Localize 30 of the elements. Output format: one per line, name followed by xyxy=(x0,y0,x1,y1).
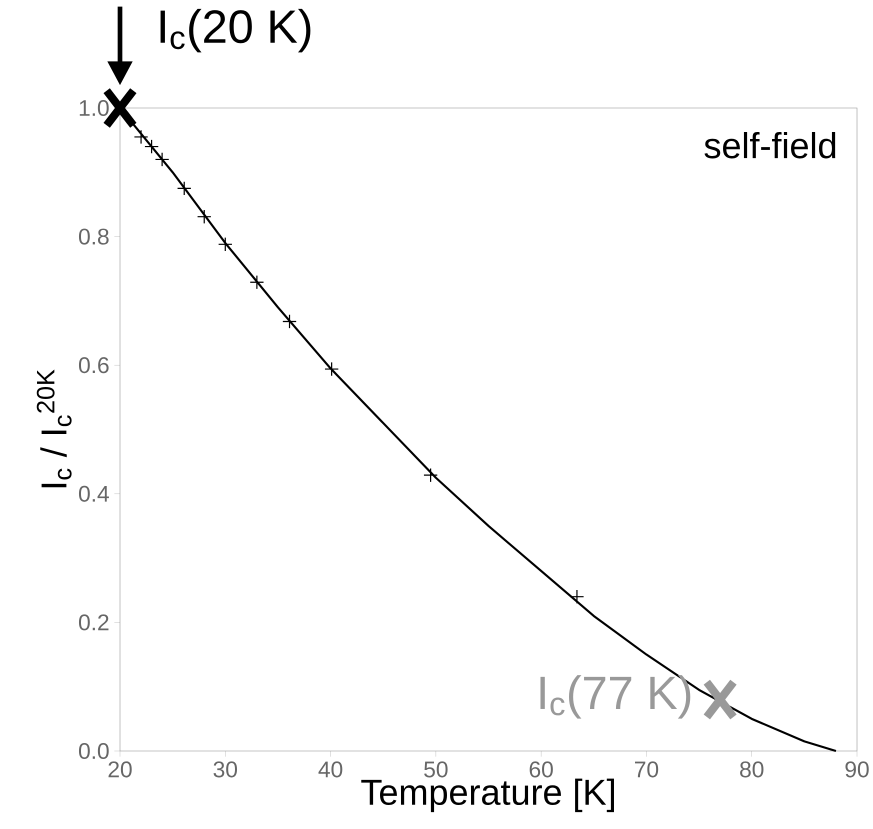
x-tick-label: 50 xyxy=(424,761,448,778)
x-tick-label: 30 xyxy=(214,761,238,778)
y-axis-title: I$_{c}$ / I$_{c}$20K xyxy=(36,369,72,488)
point xyxy=(423,468,438,482)
y-tick-label: 0.4 xyxy=(78,486,109,502)
point xyxy=(570,589,584,604)
annotation: I$_{c}$(20 K) xyxy=(160,8,310,52)
point xyxy=(196,209,212,224)
point xyxy=(144,139,159,154)
x-axis-title: Temperature [K] xyxy=(361,778,614,812)
point xyxy=(176,181,192,196)
point xyxy=(134,130,148,144)
annotation: I$_{c}$(77 K) xyxy=(540,675,690,719)
point xyxy=(324,362,339,376)
point xyxy=(250,274,264,290)
x-tick-label: 40 xyxy=(318,761,342,778)
point xyxy=(218,237,233,252)
y-tick-label: 0.6 xyxy=(78,357,109,374)
x-tick-label: 70 xyxy=(635,761,658,778)
point xyxy=(154,152,170,167)
annotation: self-field xyxy=(704,132,836,158)
x-tick-label: 90 xyxy=(845,761,869,778)
y-tick-label: 0.0 xyxy=(78,742,109,760)
x-tick-label: 60 xyxy=(530,761,553,778)
x-tick-label: 20 xyxy=(108,761,132,778)
y-tick-label: 1.0 xyxy=(80,100,109,116)
x-tick-label: 80 xyxy=(740,761,764,778)
y-tick-label: 0.2 xyxy=(78,614,108,630)
y-tick-label: 0.8 xyxy=(78,228,109,245)
point xyxy=(282,314,297,329)
